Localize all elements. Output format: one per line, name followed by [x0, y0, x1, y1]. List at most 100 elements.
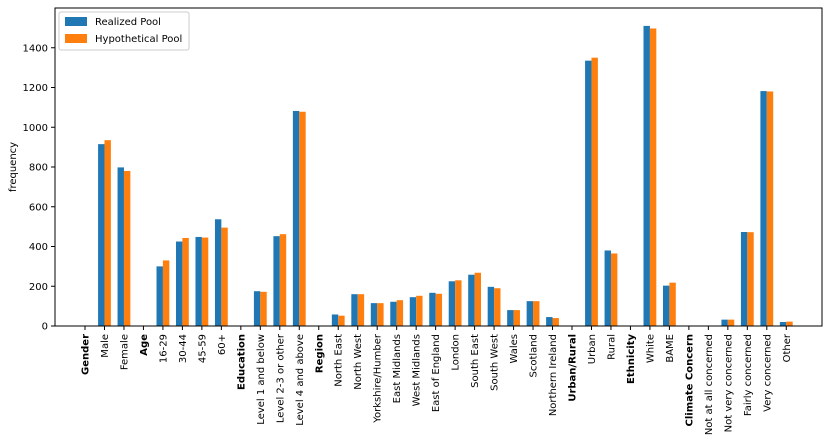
x-tick-label-urban: Urban [587, 334, 598, 364]
x-tick-label-white: White [645, 334, 656, 363]
x-tick-label-level-1-and-below: Level 1 and below [256, 334, 267, 425]
bar-hypothetical-male [104, 140, 110, 326]
bar-realized-scotland [527, 301, 533, 326]
x-group-header-climate-concern: Climate Concern [684, 334, 695, 427]
bar-realized-30-44 [176, 242, 182, 326]
x-tick-label-female: Female [119, 334, 130, 370]
bar-hypothetical-very-concerned [767, 91, 773, 326]
x-group-header-ethnicity: Ethnicity [626, 334, 637, 384]
bar-realized-london [449, 281, 455, 326]
bar-hypothetical-wales [514, 310, 520, 326]
x-tick-label-level-4-and-above: Level 4 and above [295, 334, 306, 426]
x-tick-label-fairly-concerned: Fairly concerned [743, 334, 754, 416]
x-group-header-region: Region [314, 334, 325, 373]
x-tick-label-south-west: South West [490, 334, 501, 391]
x-tick-label-30-44: 30-44 [178, 334, 189, 363]
x-tick-label-16-29: 16-29 [158, 334, 169, 363]
bar-hypothetical-east-midlands [397, 300, 403, 326]
bar-realized-yorkshire-humber [371, 303, 377, 326]
bar-realized-other [780, 322, 786, 326]
legend-label-hypothetical: Hypothetical Pool [95, 34, 182, 45]
bar-realized-rural [605, 250, 611, 326]
x-tick-label-bame: BAME [665, 334, 676, 363]
bar-hypothetical-fairly-concerned [747, 232, 753, 326]
x-tick-label-scotland: Scotland [529, 334, 540, 377]
x-tick-label-male: Male [100, 334, 111, 358]
x-tick-label-north-west: North West [353, 334, 364, 390]
y-tick-label: 1200 [23, 83, 48, 94]
bar-hypothetical-north-east [338, 316, 344, 326]
plot-area [55, 8, 822, 326]
bar-hypothetical-45-59 [202, 238, 208, 326]
x-tick-label-yorkshire-humber: Yorkshire/Humber [373, 333, 384, 424]
bar-hypothetical-east-of-england [436, 294, 442, 326]
bar-realized-north-east [332, 314, 338, 326]
bar-realized-north-west [351, 294, 357, 326]
bar-realized-16-29 [157, 266, 163, 326]
x-tick-label-not-very-concerned: Not very concerned [723, 334, 734, 432]
x-tick-label-45-59: 45-59 [197, 334, 208, 363]
x-tick-label-northern-ireland: Northern Ireland [548, 334, 559, 416]
x-group-header-education: Education [236, 334, 247, 390]
bar-realized-wales [507, 310, 513, 326]
bar-realized-bame [663, 286, 669, 326]
y-tick-label: 400 [29, 242, 48, 253]
x-tick-label-other: Other [782, 333, 793, 362]
x-group-header-age: Age [139, 334, 150, 356]
bar-hypothetical-16-29 [163, 260, 169, 326]
x-tick-label-east-of-england: East of England [431, 334, 442, 412]
y-axis-label: frequency [8, 142, 19, 192]
bar-realized-fairly-concerned [741, 232, 747, 326]
bar-hypothetical-northern-ireland [553, 318, 559, 326]
bar-hypothetical-not-very-concerned [728, 320, 734, 326]
bar-realized-level-4-and-above [293, 111, 299, 326]
bar-realized-west-midlands [410, 297, 416, 326]
bar-hypothetical-scotland [533, 301, 539, 326]
y-tick-label: 600 [29, 202, 48, 213]
bar-hypothetical-white [650, 28, 656, 326]
bar-realized-south-east [468, 275, 474, 326]
bar-hypothetical-level-2-3-or-other [280, 234, 286, 326]
y-tick-label: 1400 [23, 43, 48, 54]
bar-realized-not-very-concerned [721, 320, 727, 326]
bar-realized-east-midlands [390, 302, 396, 326]
y-tick-label: 200 [29, 282, 48, 293]
bar-hypothetical-female [124, 171, 130, 326]
x-tick-label-london: London [451, 334, 462, 371]
bar-hypothetical-30-44 [182, 238, 188, 326]
bar-realized-east-of-england [429, 293, 435, 326]
bar-hypothetical-bame [669, 283, 675, 326]
legend-swatch-realized [65, 17, 87, 26]
bar-realized-urban [585, 61, 591, 326]
bar-realized-45-59 [195, 237, 201, 326]
bar-hypothetical-london [455, 280, 461, 326]
bar-hypothetical-south-west [494, 288, 500, 326]
y-tick-label: 0 [42, 322, 48, 333]
bar-hypothetical-urban [591, 58, 597, 326]
bar-realized-female [118, 167, 124, 326]
bar-realized-level-1-and-below [254, 291, 260, 326]
bar-realized-very-concerned [760, 91, 766, 326]
x-tick-label-not-at-all-concerned: Not at all concerned [704, 334, 715, 435]
bar-hypothetical-north-west [358, 294, 364, 326]
x-group-header-gender: Gender [81, 334, 92, 375]
bar-hypothetical-yorkshire-humber [377, 303, 383, 326]
bar-realized-white [644, 26, 650, 326]
legend: Realized Pool Hypothetical Pool [59, 12, 189, 50]
x-tick-label-east-midlands: East Midlands [392, 334, 403, 403]
bar-hypothetical-west-midlands [416, 296, 422, 326]
x-tick-label-rural: Rural [606, 334, 617, 360]
bar-hypothetical-level-4-and-above [299, 112, 305, 326]
bar-hypothetical-south-east [475, 273, 481, 326]
bar-hypothetical-rural [611, 253, 617, 326]
legend-label-realized: Realized Pool [95, 17, 161, 28]
x-tick-label-west-midlands: West Midlands [412, 334, 423, 406]
bar-realized-60 [215, 219, 221, 326]
x-tick-label-level-2-3-or-other: Level 2-3 or other [275, 333, 286, 423]
bar-realized-level-2-3-or-other [273, 236, 279, 326]
legend-swatch-hypothetical [65, 34, 87, 43]
